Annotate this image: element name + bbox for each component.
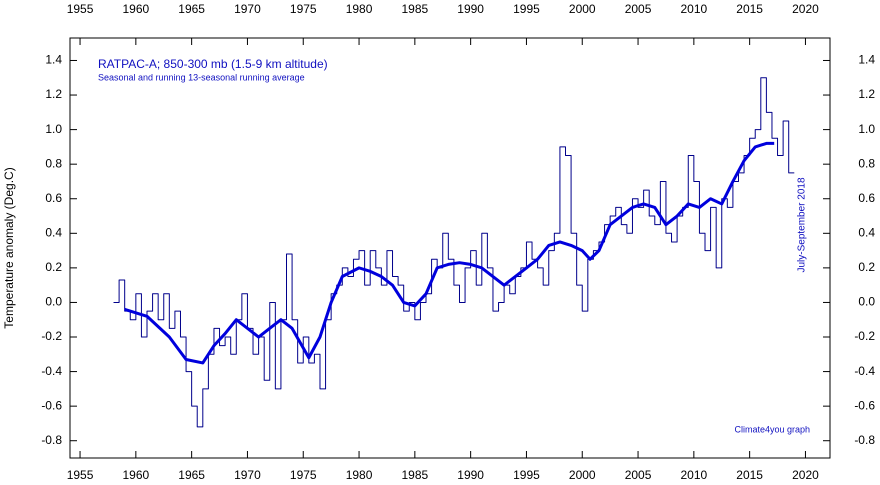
x-tick-label: 1980 [346,468,373,482]
y-tick-label: 0.6 [45,191,62,205]
x-tick-label: 1980 [346,2,373,16]
x-tick-label: 2020 [792,468,819,482]
y-tick-label: 0.2 [45,260,62,274]
y-tick-label: -0.8 [854,433,875,447]
y-tick-label: -0.2 [854,329,875,343]
x-tick-label: 2000 [569,468,596,482]
x-tick-label: 1995 [513,2,540,16]
y-tick-label: 0.0 [45,295,62,309]
y-tick-label: 0.0 [858,295,875,309]
y-tick-label: 1.4 [858,53,875,67]
x-tick-label: 2015 [736,468,763,482]
y-tick-label: -0.4 [854,364,875,378]
y-tick-label: 0.8 [45,156,62,170]
x-tick-label: 2005 [625,2,652,16]
y-axis-label: Temperature anomaly (Deg.C) [2,167,16,328]
x-tick-label: 1990 [457,468,484,482]
y-tick-label: 1.2 [858,87,875,101]
annotation: Climate4you graph [734,424,810,434]
plot-frame [69,37,831,459]
y-tick-label: 0.4 [858,225,875,239]
x-tick-label: 2005 [625,468,652,482]
x-tick-label: 1960 [122,2,149,16]
x-tick-label: 2020 [792,2,819,16]
x-tick-label: 2015 [736,2,763,16]
data-line [124,141,775,365]
x-tick-label: 1995 [513,468,540,482]
x-tick-label: 1975 [290,468,317,482]
x-tick-label: 1985 [401,468,428,482]
y-tick-label: -0.6 [41,398,62,412]
y-tick-label: 1.4 [45,53,62,67]
y-tick-label: 1.0 [45,122,62,136]
chart-title: RATPAC-A; 850-300 mb (1.5-9 km altitude) [98,57,328,71]
y-tick-label: 0.2 [858,260,875,274]
x-tick-label: 1955 [67,468,94,482]
x-tick-label: 1970 [234,468,261,482]
x-tick-label: 1965 [178,2,205,16]
x-tick-label: 1990 [457,2,484,16]
x-tick-label: 1970 [234,2,261,16]
y-tick-label: 0.4 [45,225,62,239]
x-tick-label: 1985 [401,2,428,16]
data-line [113,77,795,428]
y-tick-label: 0.6 [858,191,875,205]
y-tick-label: 1.2 [45,87,62,101]
x-tick-label: 1975 [290,2,317,16]
y-tick-label: -0.8 [41,433,62,447]
x-tick-label: 1960 [122,468,149,482]
y-tick-label: 1.0 [858,122,875,136]
y-tick-label: -0.6 [854,398,875,412]
x-tick-label: 2010 [680,468,707,482]
y-tick-label: 0.8 [858,156,875,170]
x-tick-label: 2000 [569,2,596,16]
annotation: July-September 2018 [797,177,808,272]
chart-subtitle: Seasonal and running 13-seasonal running… [98,72,305,82]
y-tick-label: -0.2 [41,329,62,343]
x-tick-label: 1955 [67,2,94,16]
x-tick-label: 1965 [178,468,205,482]
x-tick-label: 2010 [680,2,707,16]
y-tick-label: -0.4 [41,364,62,378]
